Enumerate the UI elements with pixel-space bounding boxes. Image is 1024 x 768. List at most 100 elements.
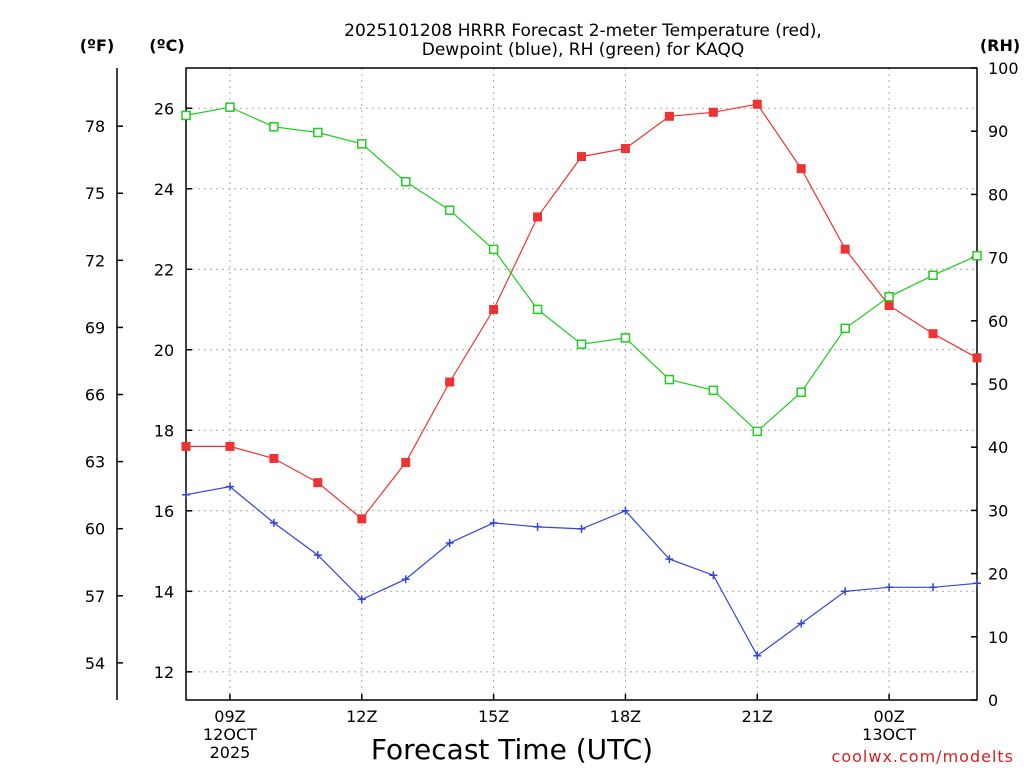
- temperature-point: [489, 305, 499, 315]
- x-tick-label: 00Z: [873, 707, 904, 726]
- source-credit: coolwx.com/modelts: [832, 747, 1014, 766]
- dewpoint-point: [929, 583, 938, 592]
- rh-tick-label: 70: [988, 249, 1008, 268]
- rh-tick-label: 30: [988, 501, 1008, 520]
- celsius-tick-label: 18: [154, 421, 174, 440]
- temperature-point: [445, 377, 455, 387]
- temperature-point: [708, 107, 718, 117]
- fahrenheit-tick-label: 63: [85, 453, 105, 472]
- chart-title-line-2: Dewpoint (blue), RH (green) for KAQQ: [422, 40, 745, 60]
- chart-title-line-1: 2025101208 HRRR Forecast 2-meter Tempera…: [344, 21, 822, 41]
- temperature-point: [577, 152, 586, 162]
- dewpoint-point: [489, 518, 498, 527]
- grid-lines: [186, 68, 977, 700]
- x-tick-label: 2025: [210, 743, 251, 762]
- x-tick-label: 12Z: [346, 707, 377, 726]
- rh-tick-label: 20: [988, 565, 1008, 584]
- rh-tick-label: 40: [988, 438, 1008, 457]
- rh-point: [840, 323, 850, 334]
- temperature-point: [752, 99, 762, 109]
- fahrenheit-tick-label: 54: [85, 654, 105, 673]
- celsius-tick-label: 22: [154, 260, 174, 279]
- x-tick-label: 09Z: [214, 707, 245, 726]
- dewpoint-point: [533, 522, 542, 531]
- fahrenheit-tick-label: 60: [85, 520, 105, 539]
- temperature-point: [357, 514, 367, 524]
- temperature-point: [664, 111, 674, 121]
- x-tick-label: 18Z: [610, 707, 641, 726]
- x-tick-label: 15Z: [478, 707, 509, 726]
- rh-point: [357, 139, 367, 149]
- rh-tick-label: 100: [988, 59, 1019, 78]
- temperature-point: [401, 457, 411, 467]
- dewpoint-point: [577, 524, 586, 533]
- celsius-tick-label: 16: [154, 502, 174, 521]
- rh-tick-label: 80: [988, 185, 1008, 204]
- dewpoint-point: [753, 651, 762, 660]
- dewpoint-point: [885, 583, 894, 592]
- dewpoint-point: [182, 490, 190, 499]
- rh-point: [928, 270, 938, 281]
- temperature-point: [884, 301, 894, 311]
- x-tick-label: 13OCT: [862, 725, 916, 744]
- temperature-point: [620, 144, 630, 154]
- rh-point: [620, 333, 631, 343]
- rh-tick-label: 60: [988, 312, 1008, 331]
- temperature-point: [313, 478, 323, 488]
- x-axis-label: Forecast Time (UTC): [371, 733, 653, 766]
- rh-point: [225, 102, 235, 112]
- temperature-point: [796, 164, 806, 174]
- celsius-tick-label: 24: [154, 180, 174, 199]
- temperature-point: [269, 453, 279, 463]
- dewpoint-point: [973, 579, 981, 588]
- data-series: [181, 99, 982, 660]
- rh-tick-label: 90: [988, 122, 1008, 141]
- rh-tick-label: 0: [988, 691, 998, 710]
- temperature-point: [972, 353, 982, 363]
- x-tick-label: 21Z: [742, 707, 773, 726]
- dewpoint-point: [709, 571, 718, 580]
- temperature-point: [533, 212, 543, 222]
- temperature-point: [181, 441, 191, 451]
- rh-point: [181, 110, 191, 121]
- dewpoint-point: [225, 482, 234, 491]
- dewpoint-point: [621, 506, 630, 515]
- fahrenheit-tick-label: 57: [85, 587, 105, 606]
- fahrenheit-tick-label: 78: [85, 117, 105, 136]
- rh-point: [400, 177, 411, 187]
- fahrenheit-tick-label: 66: [85, 386, 105, 405]
- plot-frame: [185, 67, 978, 701]
- rh-point: [532, 304, 543, 315]
- rh-unit-label: (RH): [980, 36, 1020, 55]
- fahrenheit-tick-label: 75: [85, 184, 105, 203]
- dewpoint-point: [357, 595, 366, 604]
- dewpoint-point: [665, 555, 674, 564]
- temperature-point: [928, 329, 938, 339]
- rh-tick-label: 50: [988, 375, 1008, 394]
- celsius-tick-label: 14: [154, 582, 174, 601]
- rh-point: [444, 205, 455, 215]
- fahrenheit-tick-label: 72: [85, 251, 105, 270]
- temperature-point: [840, 244, 850, 254]
- rh-point: [708, 385, 719, 396]
- dewpoint-line: [185, 485, 978, 657]
- rh-point: [488, 244, 499, 255]
- celsius-tick-label: 20: [154, 341, 174, 360]
- dewpoint-point: [445, 539, 454, 548]
- rh-point: [576, 339, 587, 349]
- rh-point: [884, 292, 894, 302]
- rh-point: [752, 426, 763, 437]
- fahrenheit-tick-label: 69: [85, 318, 105, 337]
- dewpoint-point: [841, 587, 850, 596]
- fahrenheit-unit-label: (ºF): [80, 36, 115, 55]
- celsius-unit-label: (ºC): [149, 36, 184, 55]
- rh-tick-label: 10: [988, 628, 1008, 647]
- rh-point: [972, 250, 982, 261]
- dewpoint-point: [313, 551, 322, 560]
- celsius-tick-label: 12: [154, 663, 174, 682]
- temperature-line: [186, 103, 978, 520]
- dewpoint-point: [401, 575, 410, 584]
- rh-point: [796, 387, 806, 397]
